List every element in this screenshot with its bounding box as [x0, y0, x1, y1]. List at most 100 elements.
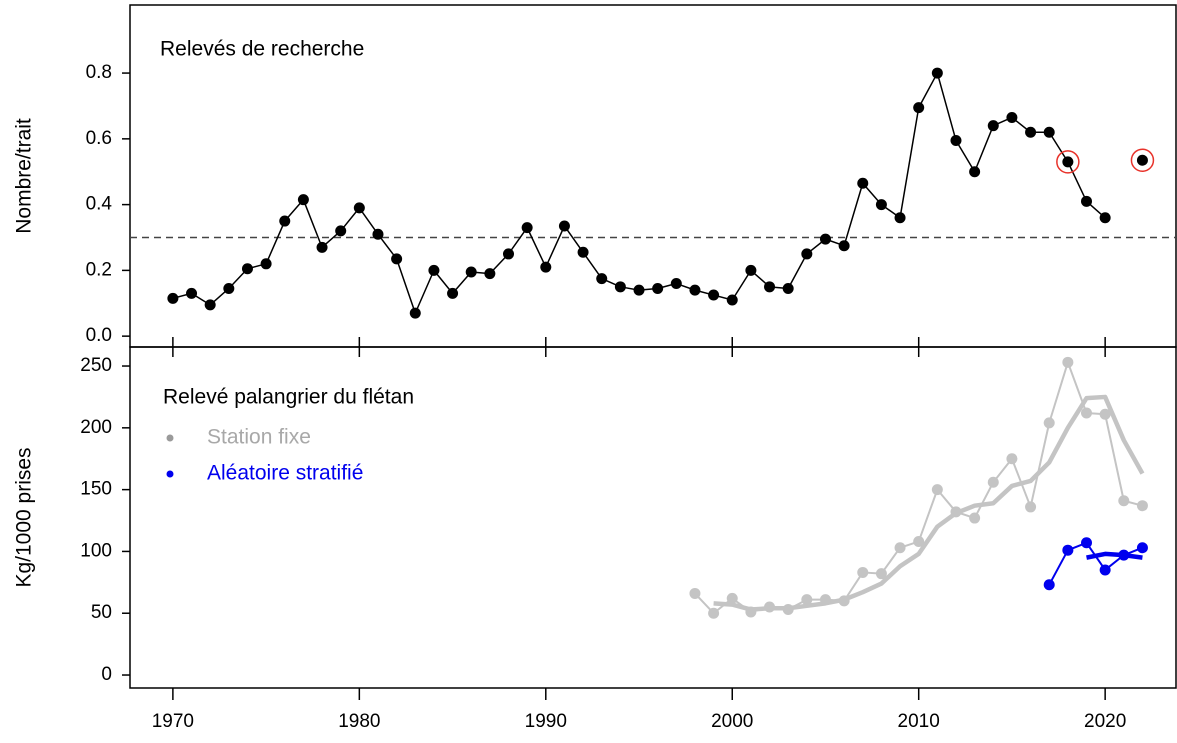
y-tick-label: 100 — [80, 540, 112, 561]
y-tick-label: 200 — [80, 417, 112, 438]
data-point — [391, 253, 403, 265]
data-point — [186, 287, 198, 299]
data-point — [745, 264, 757, 276]
data-point — [931, 484, 943, 496]
panel-title: Relevés de recherche — [160, 38, 364, 61]
x-tick-label: 2000 — [711, 711, 753, 732]
data-point — [1043, 417, 1055, 429]
data-point — [1136, 500, 1148, 512]
data-point — [484, 268, 496, 280]
y-axis-label: Kg/1000 prises — [13, 447, 36, 587]
data-point — [1118, 495, 1130, 507]
y-axis-label: Nombre/trait — [13, 118, 36, 234]
data-point — [1006, 111, 1018, 123]
data-point — [1118, 549, 1130, 561]
data-point — [875, 199, 887, 211]
data-point — [987, 476, 999, 488]
data-point — [689, 284, 701, 296]
data-point — [1081, 537, 1093, 549]
data-point — [1136, 542, 1148, 554]
y-tick-label: 0.0 — [86, 325, 112, 346]
data-point — [521, 222, 533, 234]
data-point — [950, 506, 962, 518]
data-point — [931, 67, 943, 79]
data-point — [465, 266, 477, 278]
data-point — [540, 261, 552, 273]
data-point — [726, 294, 738, 306]
highlight-ring — [1130, 148, 1155, 172]
data-point — [1081, 195, 1093, 207]
data-point — [204, 299, 216, 311]
data-point — [558, 220, 570, 232]
data-point — [614, 281, 626, 293]
data-point — [801, 594, 813, 606]
data-point — [260, 258, 272, 270]
data-point — [577, 246, 589, 258]
data-point — [316, 241, 328, 253]
data-point — [502, 248, 514, 260]
y-tick-label: 0.4 — [86, 194, 113, 215]
panel-title: Relevé palangrier du flétan — [163, 386, 414, 409]
data-point — [1136, 154, 1148, 166]
data-point — [1025, 126, 1037, 138]
trend-line — [713, 394, 1145, 612]
data-point — [241, 263, 253, 275]
data-point — [447, 287, 459, 299]
data-point — [801, 248, 813, 260]
data-point — [297, 194, 309, 206]
data-point — [409, 307, 421, 319]
data-point — [1081, 407, 1093, 419]
data-point — [335, 225, 347, 237]
data-point — [1043, 579, 1055, 591]
x-tick-label: 1980 — [338, 711, 380, 732]
x-tick-label: 1970 — [152, 711, 194, 732]
data-point — [875, 568, 887, 580]
data-point — [950, 134, 962, 146]
series-line — [172, 72, 1106, 314]
data-point — [428, 264, 440, 276]
series-line — [694, 361, 1143, 615]
data-point — [726, 592, 738, 604]
data-point — [857, 177, 869, 189]
data-point — [913, 102, 925, 114]
data-point — [1099, 408, 1111, 420]
legend-marker — [166, 434, 174, 442]
data-point — [969, 512, 981, 524]
data-point — [689, 587, 701, 599]
data-point — [987, 120, 999, 132]
data-point — [1062, 156, 1074, 168]
legend-marker — [166, 470, 174, 478]
y-tick-label: 0.6 — [86, 128, 112, 149]
data-point — [223, 282, 235, 294]
data-point — [1043, 126, 1055, 138]
data-point — [1025, 501, 1037, 513]
y-tick-label: 0.8 — [86, 62, 112, 83]
data-point — [279, 215, 291, 227]
legend-label: Aléatoire stratifié — [207, 462, 363, 485]
data-point — [782, 604, 794, 616]
data-point — [819, 233, 831, 245]
data-point — [838, 595, 850, 607]
x-tick-label: 1990 — [525, 711, 567, 732]
legend-label: Station fixe — [207, 426, 311, 449]
x-tick-label: 2020 — [1084, 711, 1126, 732]
y-tick-label: 250 — [80, 355, 112, 376]
x-tick-label: 2010 — [898, 711, 940, 732]
data-point — [708, 289, 720, 301]
data-point — [782, 282, 794, 294]
data-point — [670, 278, 682, 290]
data-point — [1062, 544, 1074, 556]
data-point — [1062, 356, 1074, 368]
data-point — [633, 284, 645, 296]
highlight-ring — [1056, 150, 1080, 174]
data-point — [167, 292, 179, 304]
y-tick-label: 0 — [101, 664, 112, 685]
y-tick-label: 50 — [91, 602, 112, 623]
data-point — [764, 601, 776, 613]
data-point — [652, 282, 664, 294]
data-point — [838, 240, 850, 252]
data-point — [372, 228, 384, 240]
data-point — [353, 202, 365, 214]
data-point — [913, 536, 925, 548]
